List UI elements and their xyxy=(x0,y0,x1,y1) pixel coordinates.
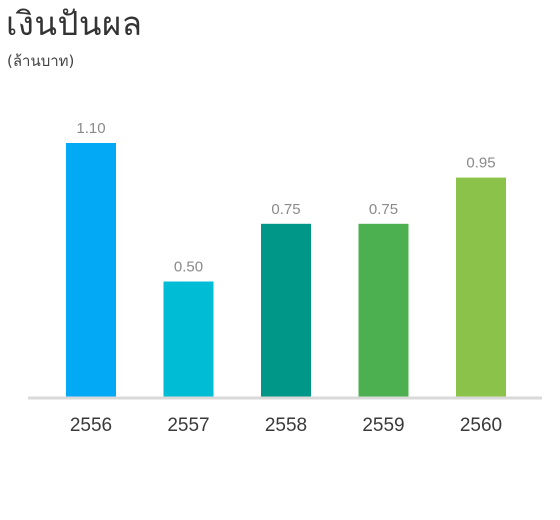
value-label-2557: 0.50 xyxy=(174,259,203,276)
category-label-2557: 2557 xyxy=(167,415,209,436)
category-label-2560: 2560 xyxy=(460,415,502,436)
category-label-2558: 2558 xyxy=(265,415,307,436)
bar-2558 xyxy=(261,223,311,397)
bar-2556 xyxy=(66,143,116,397)
bar-2557 xyxy=(163,281,214,397)
bars-group xyxy=(66,143,506,397)
category-label-2556: 2556 xyxy=(70,415,112,436)
chart-subtitle: (ล้านบาท) xyxy=(7,52,75,70)
category-labels-group: 2556 2557 2558 2559 2560 xyxy=(70,415,502,436)
value-label-2558: 0.75 xyxy=(271,201,300,218)
category-label-2559: 2559 xyxy=(362,415,404,436)
bar-2559 xyxy=(358,223,409,397)
bar-2560 xyxy=(456,177,506,397)
value-labels-group: 1.10 0.50 0.75 0.75 0.95 xyxy=(76,120,495,276)
value-label-2559: 0.75 xyxy=(369,201,398,218)
chart-title: เงินปันผล xyxy=(6,4,143,43)
value-label-2556: 1.10 xyxy=(76,120,105,137)
value-label-2560: 0.95 xyxy=(466,155,495,172)
